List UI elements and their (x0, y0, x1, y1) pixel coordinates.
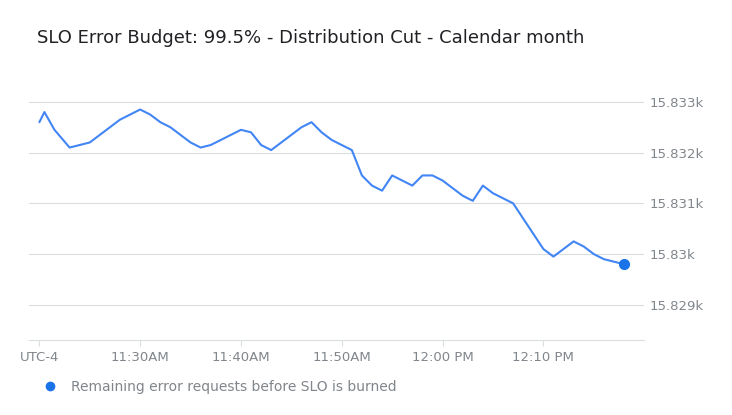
Legend: Remaining error requests before SLO is burned: Remaining error requests before SLO is b… (36, 380, 397, 393)
Text: SLO Error Budget: 99.5% - Distribution Cut - Calendar month: SLO Error Budget: 99.5% - Distribution C… (37, 29, 584, 47)
